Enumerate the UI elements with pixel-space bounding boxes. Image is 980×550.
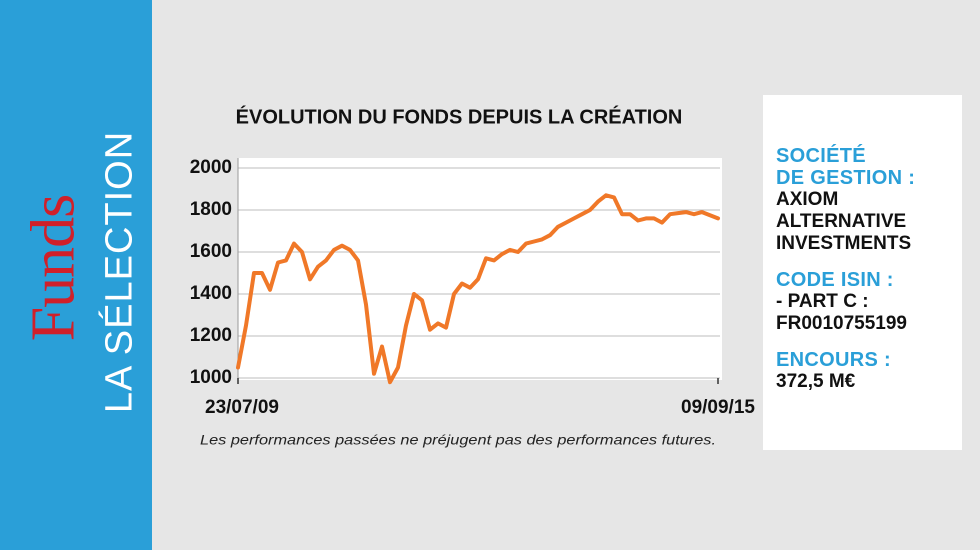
y-tick-label: 2000 bbox=[190, 157, 232, 178]
y-tick-label: 1600 bbox=[190, 241, 232, 262]
data-line bbox=[236, 193, 720, 385]
info-label: DE GESTION : bbox=[776, 167, 916, 189]
info-value: 372,5 M€ bbox=[776, 371, 856, 392]
info-item: SOCIÉTÉ DE GESTION : AXIOM ALTERNATIVE INVES… bbox=[776, 145, 915, 255]
info-item: ENCOURS :372,5 M€ bbox=[776, 349, 891, 393]
x-tick-label: 09/09/15 bbox=[681, 397, 755, 418]
y-tick-label: 1000 bbox=[190, 367, 232, 388]
info-value: AXIOM bbox=[776, 189, 839, 210]
info-value: - PART C : bbox=[776, 291, 869, 312]
brand: Funds bbox=[19, 194, 88, 342]
info-label: SOCIÉTÉ bbox=[776, 145, 866, 167]
info-label: CODE ISIN : bbox=[776, 269, 894, 291]
info-value: INVESTMENTS bbox=[776, 233, 912, 254]
info-value: ALTERNATIVE bbox=[776, 211, 907, 232]
sidebar-stripe: Funds LA SÉLECTION bbox=[0, 0, 152, 550]
info-box: SOCIÉTÉ DE GESTION : AXIOM ALTERNATIVE INVES… bbox=[763, 95, 962, 450]
y-tick-label: 1200 bbox=[190, 325, 232, 346]
info-label: ENCOURS : bbox=[776, 349, 891, 371]
section-title: LA SÉLECTION bbox=[98, 130, 141, 414]
info-item: CODE ISIN :- PART C : FR0010755199 bbox=[776, 269, 907, 335]
chart-title: ÉVOLUTION DU FONDS DEPUIS LA CRÉATION bbox=[236, 105, 683, 128]
y-tick-label: 1800 bbox=[190, 199, 232, 220]
chart: ÉVOLUTION DU FONDS DEPUIS LA CRÉATION Le… bbox=[190, 105, 756, 448]
x-tick-label: 23/07/09 bbox=[205, 397, 279, 418]
y-tick-label: 1400 bbox=[190, 283, 232, 304]
info-value: FR0010755199 bbox=[776, 313, 907, 334]
footnote: Les performances passées ne préjugent pa… bbox=[200, 432, 716, 448]
